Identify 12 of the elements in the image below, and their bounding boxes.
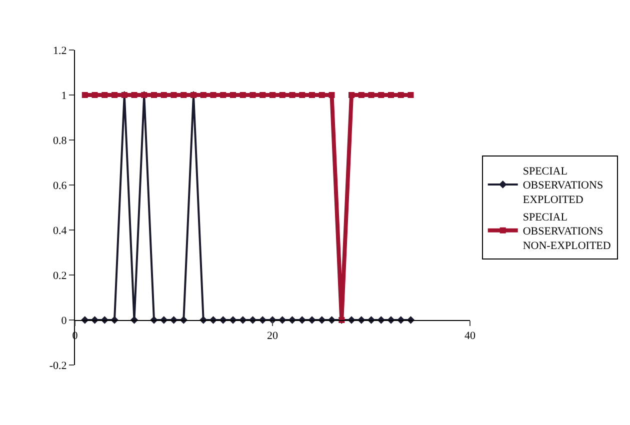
y-tick-label: 0.8: [53, 134, 68, 147]
legend-label: SPECIAL OBSERVATIONS NON-EXPLOITED: [522, 211, 611, 252]
y-tick-label: -0.2: [49, 360, 67, 372]
x-tick-label: 20: [267, 330, 278, 342]
x-tick-label: 40: [464, 330, 476, 342]
legend-label: SPECIAL OBSERVATIONS EXPLOITED: [522, 165, 604, 206]
y-tick-label: 0.2: [53, 270, 67, 282]
y-tick-label: 0.4: [53, 224, 68, 237]
y-tick-label: 1.2: [53, 44, 67, 57]
y-tick-label: 1: [61, 90, 67, 102]
y-tick-label: 0.6: [53, 180, 68, 192]
y-tick-label: 0: [61, 314, 68, 327]
